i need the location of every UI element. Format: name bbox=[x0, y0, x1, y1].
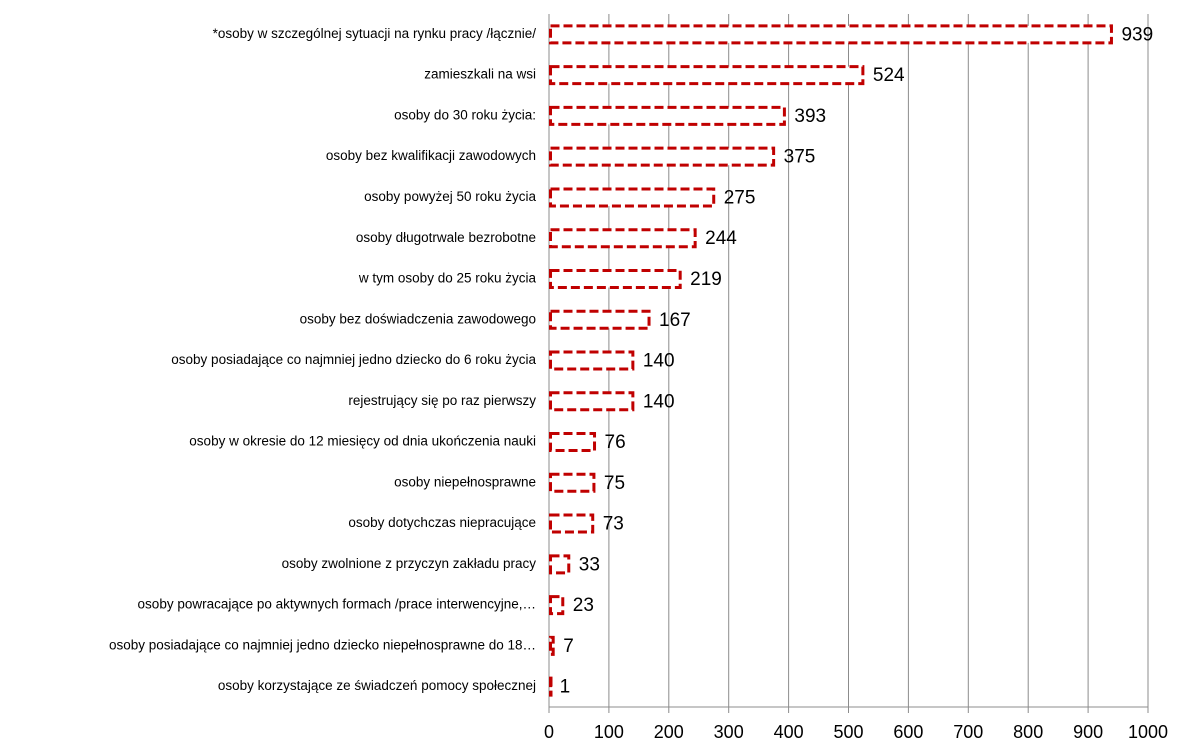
bar bbox=[549, 350, 635, 371]
x-tick-label: 800 bbox=[1013, 722, 1043, 742]
bar bbox=[549, 228, 697, 249]
y-tick-label: osoby bez doświadczenia zawodowego bbox=[300, 311, 536, 326]
bar bbox=[549, 635, 555, 656]
x-tick-label: 600 bbox=[893, 722, 923, 742]
bar bbox=[549, 513, 595, 534]
value-label: 275 bbox=[724, 187, 756, 208]
y-tick-label: osoby powracające po aktywnych formach /… bbox=[138, 597, 536, 612]
bar bbox=[549, 472, 596, 493]
x-tick-label: 500 bbox=[833, 722, 863, 742]
value-label: 939 bbox=[1121, 24, 1153, 45]
x-tick-label: 1000 bbox=[1128, 722, 1168, 742]
x-tick-label: 100 bbox=[594, 722, 624, 742]
y-tick-label: osoby w okresie do 12 miesięcy od dnia u… bbox=[189, 434, 536, 449]
value-label: 75 bbox=[604, 473, 625, 494]
value-label: 524 bbox=[873, 65, 905, 86]
y-tick-label: osoby powyżej 50 roku życia bbox=[364, 189, 536, 204]
value-label: 33 bbox=[579, 554, 600, 575]
bar bbox=[549, 595, 565, 616]
y-tick-label: osoby korzystające ze świadczeń pomocy s… bbox=[218, 678, 536, 693]
bar bbox=[549, 432, 597, 453]
y-tick-label: osoby zwolnione z przyczyn zakładu pracy bbox=[282, 556, 537, 571]
bar bbox=[549, 676, 553, 697]
x-tick-label: 900 bbox=[1073, 722, 1103, 742]
bar bbox=[549, 268, 682, 289]
y-tick-label: osoby do 30 roku życia: bbox=[394, 107, 536, 122]
value-label: 219 bbox=[690, 269, 722, 290]
bar bbox=[549, 146, 776, 167]
y-tick-label: zamieszkali na wsi bbox=[424, 67, 536, 82]
value-label: 393 bbox=[794, 106, 826, 127]
x-tick-label: 400 bbox=[774, 722, 804, 742]
x-tick-label: 300 bbox=[714, 722, 744, 742]
value-label: 73 bbox=[603, 514, 624, 535]
x-tick-label: 700 bbox=[953, 722, 983, 742]
value-label: 140 bbox=[643, 391, 675, 412]
bar bbox=[549, 554, 571, 575]
value-label: 1 bbox=[560, 677, 571, 698]
bar bbox=[549, 105, 786, 126]
value-label: 76 bbox=[605, 432, 626, 453]
y-tick-label: osoby posiadające co najmniej jedno dzie… bbox=[109, 637, 536, 652]
value-label: 167 bbox=[659, 310, 691, 331]
value-label: 23 bbox=[573, 595, 594, 616]
bar bbox=[549, 24, 1113, 45]
y-tick-label: osoby dotychczas niepracujące bbox=[348, 515, 536, 530]
value-label: 140 bbox=[643, 351, 675, 372]
y-tick-label: w tym osoby do 25 roku życia bbox=[358, 271, 537, 286]
y-tick-label: osoby bez kwalifikacji zawodowych bbox=[326, 148, 536, 163]
x-tick-label: 0 bbox=[544, 722, 554, 742]
y-tick-label: osoby niepełnosprawne bbox=[394, 474, 536, 489]
y-tick-label: osoby długotrwale bezrobotne bbox=[356, 230, 536, 245]
bar bbox=[549, 187, 716, 208]
bar bbox=[549, 391, 635, 412]
bar bbox=[549, 65, 865, 86]
y-tick-label: *osoby w szczególnej sytuacji na rynku p… bbox=[213, 26, 537, 41]
value-label: 244 bbox=[705, 228, 737, 249]
y-tick-label: rejestrujący się po raz pierwszy bbox=[348, 393, 536, 408]
bar bbox=[549, 309, 651, 330]
x-tick-label: 200 bbox=[654, 722, 684, 742]
value-label: 7 bbox=[563, 636, 574, 657]
y-tick-label: osoby posiadające co najmniej jedno dzie… bbox=[171, 352, 536, 367]
value-label: 375 bbox=[784, 147, 816, 168]
